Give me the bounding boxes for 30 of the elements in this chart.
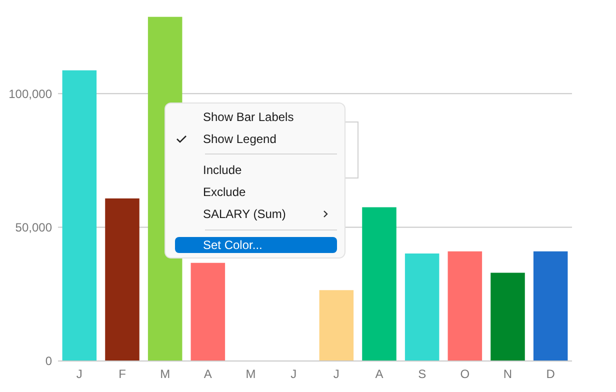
x-tick-label: J [333,367,340,381]
y-tick-label: 100,000 [8,86,52,101]
bar [448,251,482,361]
y-tick-label: 0 [45,354,52,368]
x-tick-label: J [76,367,82,381]
x-tick-label: S [418,367,426,381]
x-tick-label: N [503,367,512,381]
x-tick-label: O [460,367,470,381]
x-tick-label: M [246,367,256,381]
annotation: Show Legend [203,132,276,146]
x-tick-label: A [375,367,384,381]
x-tick-label: M [160,367,170,381]
bar [62,70,97,361]
annotation: Exclude [203,185,246,199]
x-tick-label: D [546,367,556,381]
bar [319,290,354,361]
bar [190,262,226,361]
annotation: SALARY (Sum) [203,207,286,221]
bar [404,254,440,361]
y-tick-label: 50,000 [15,220,52,234]
bar [490,272,525,361]
annotation: Set Color... [203,238,262,252]
annotation: Include [203,163,242,177]
x-tick-label: J [290,367,297,381]
bar [533,251,568,361]
bar [362,207,396,361]
x-tick-label: A [204,367,212,381]
annotation: Show Bar Labels [203,110,294,124]
x-tick-label: F [118,367,126,381]
bar [105,198,140,361]
